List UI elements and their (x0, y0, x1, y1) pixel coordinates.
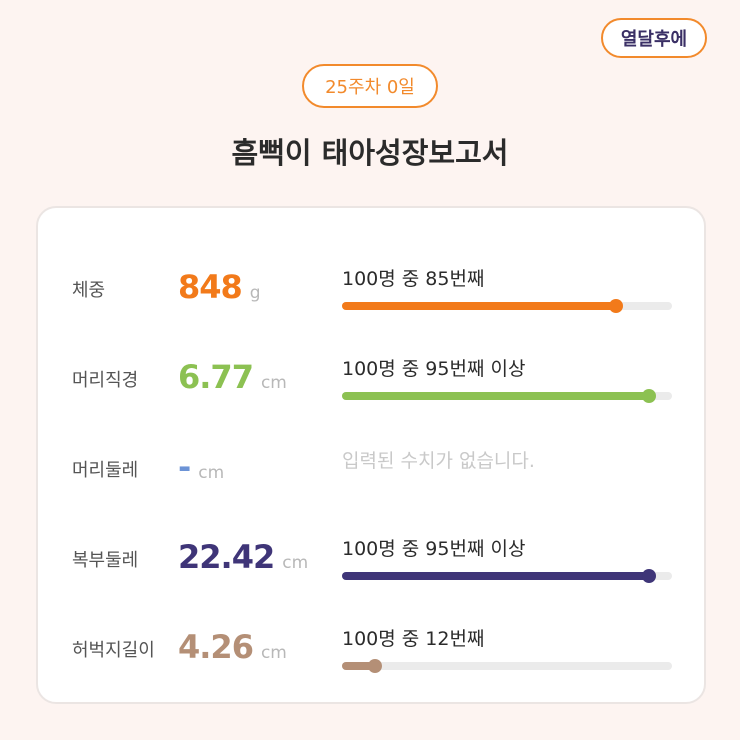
week-badge: 25주차 0일 (302, 64, 438, 108)
metric-rank-text: 100명 중 95번째 이상 (342, 538, 526, 560)
metric-rank-text: 100명 중 95번째 이상 (342, 358, 526, 380)
metric-label: 머리둘레 (72, 460, 139, 481)
percentile-fill (342, 572, 649, 580)
growth-report-card: 체중 848 g 100명 중 85번째 머리직경 6.77 cm 100명 중 9… (36, 206, 706, 704)
metric-value: 22.42 cm (178, 538, 309, 576)
metric-row-weight: 체중 848 g 100명 중 85번째 (38, 264, 708, 344)
metric-rank-text: 100명 중 12번째 (342, 628, 485, 650)
percentile-marker (641, 569, 656, 583)
percentile-marker (641, 389, 656, 403)
metric-label: 체중 (72, 280, 106, 301)
percentile-track (342, 569, 672, 583)
metric-rank-text: 100명 중 85번째 (342, 268, 485, 290)
metric-unit: cm (282, 553, 309, 573)
metric-label: 복부둘레 (72, 550, 139, 571)
metric-value: 848 g (178, 268, 261, 306)
metric-unit: cm (260, 643, 287, 663)
percentile-track (342, 659, 672, 673)
page-title: 흠뻑이 태아성장보고서 (231, 136, 509, 170)
percentile-fill (342, 662, 375, 670)
metric-label: 머리직경 (72, 370, 139, 391)
metric-unit: g (249, 283, 261, 303)
metric-value: - cm (178, 448, 225, 486)
metric-value: 4.26 cm (178, 628, 287, 666)
percentile-marker (608, 299, 623, 313)
metric-unit: cm (260, 373, 287, 393)
percentile-marker (368, 659, 382, 673)
metric-unit: cm (198, 463, 225, 483)
percentile-track (342, 389, 672, 403)
metric-row-head-diameter: 머리직경 6.77 cm 100명 중 95번째 이상 (38, 354, 708, 434)
metric-value: 6.77 cm (178, 358, 287, 396)
percentile-track (342, 299, 672, 313)
metric-label: 허벅지길이 (72, 640, 155, 661)
metric-empty-message: 입력된 수치가 없습니다. (342, 450, 535, 472)
corner-badge[interactable]: 열달후에 (601, 18, 707, 58)
metric-row-abdominal-circumference: 복부둘레 22.42 cm 100명 중 95번째 이상 (38, 534, 708, 614)
metric-row-femur-length: 허벅지길이 4.26 cm 100명 중 12번째 (38, 624, 708, 704)
percentile-fill (342, 392, 649, 400)
metric-row-head-circumference: 머리둘레 - cm 입력된 수치가 없습니다. (38, 444, 708, 524)
percentile-fill (342, 302, 616, 310)
